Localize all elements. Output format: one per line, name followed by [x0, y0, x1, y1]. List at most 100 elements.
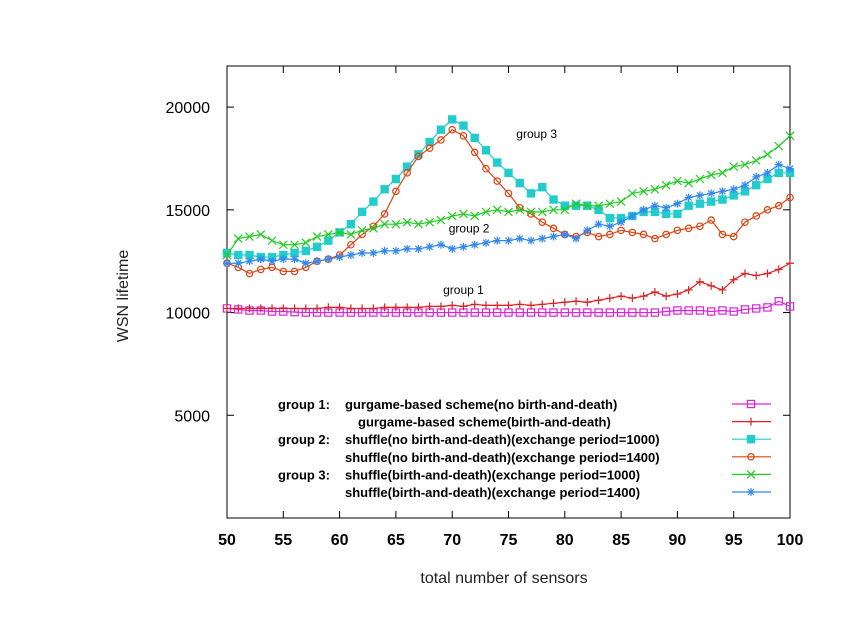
data-point — [752, 304, 761, 313]
y-axis-label: WSN lifetime — [115, 250, 132, 343]
data-point — [594, 201, 604, 211]
data-point — [346, 251, 355, 260]
data-point — [481, 207, 491, 217]
data-point — [718, 168, 727, 178]
data-point — [346, 304, 355, 313]
data-point — [301, 259, 310, 268]
x-tick-label: 55 — [274, 532, 292, 549]
x-axis-label: total number of sensors — [420, 570, 587, 587]
data-point — [358, 304, 367, 313]
data-point — [346, 230, 356, 239]
legend-item: group 1: gurgame-based scheme(no birth-an… — [278, 397, 771, 412]
data-point — [313, 257, 322, 266]
data-point — [774, 201, 783, 210]
data-point — [549, 205, 558, 215]
data-point — [279, 304, 288, 313]
data-point — [358, 230, 366, 239]
data-point — [515, 178, 524, 188]
data-point — [572, 234, 581, 243]
data-point — [459, 132, 468, 140]
data-point — [448, 244, 457, 253]
data-point — [617, 218, 626, 227]
data-point — [425, 137, 434, 147]
data-point — [515, 203, 524, 212]
x-tick-label: 80 — [556, 532, 574, 549]
data-point — [560, 205, 570, 215]
data-point — [706, 170, 716, 180]
data-point — [222, 248, 232, 258]
data-point — [233, 234, 243, 244]
x-tick-label: 85 — [612, 532, 630, 549]
data-point — [684, 285, 693, 294]
data-point — [662, 203, 671, 212]
legend-series-name: gurgame-based scheme(birth-and-death) — [358, 415, 611, 430]
data-point — [594, 296, 603, 305]
data-point — [549, 224, 558, 233]
data-point — [346, 220, 356, 229]
data-point — [279, 250, 288, 260]
data-point — [223, 259, 231, 268]
data-point — [594, 205, 603, 215]
data-point — [538, 183, 547, 192]
data-point — [695, 174, 705, 184]
data-point — [504, 189, 513, 198]
data-point — [234, 304, 243, 313]
data-point — [267, 252, 277, 262]
series-5 — [222, 131, 795, 260]
data-point — [414, 244, 423, 253]
data-point — [335, 253, 344, 262]
data-point — [470, 211, 480, 221]
data-point — [628, 228, 637, 237]
data-point — [729, 191, 738, 200]
data-point — [493, 236, 502, 245]
data-point — [785, 168, 795, 178]
data-point — [673, 226, 682, 235]
data-point — [605, 308, 615, 317]
data-point — [605, 222, 614, 231]
data-point — [245, 304, 254, 313]
data-point — [515, 308, 524, 317]
data-point — [650, 184, 660, 194]
data-point — [616, 213, 626, 223]
data-point — [774, 168, 783, 178]
data-point — [268, 304, 277, 313]
legend-swatch-marker — [746, 435, 756, 444]
legend-item: gurgame-based scheme(birth-and-death) — [358, 415, 771, 430]
data-point — [402, 217, 412, 227]
data-point — [639, 308, 648, 317]
data-point — [729, 307, 738, 316]
data-point — [684, 201, 693, 210]
data-point — [650, 207, 660, 217]
data-point — [347, 240, 355, 249]
data-point — [752, 172, 761, 181]
data-point — [751, 156, 761, 165]
data-point — [470, 240, 479, 249]
legend-series-name: shuffle(birth-and-death)(exchange period… — [345, 485, 640, 500]
data-point — [786, 259, 794, 268]
data-point — [223, 304, 231, 313]
data-point — [470, 148, 479, 157]
data-point — [414, 303, 423, 312]
data-point — [403, 303, 412, 312]
data-point — [571, 201, 581, 210]
data-point — [369, 304, 378, 313]
data-point — [313, 304, 322, 313]
data-point — [369, 222, 378, 231]
data-point — [616, 308, 626, 317]
data-point — [324, 303, 333, 312]
data-point — [493, 301, 502, 310]
data-point — [245, 250, 254, 260]
data-point — [504, 168, 513, 178]
data-point — [222, 250, 232, 260]
data-point — [684, 224, 693, 233]
data-point — [605, 294, 614, 303]
data-point — [616, 197, 626, 207]
legend-series-name: shuffle(birth-and-death)(exchange period… — [345, 467, 640, 482]
data-point — [729, 275, 738, 284]
data-point — [459, 242, 468, 251]
annotation-label: group 2 — [449, 221, 490, 235]
data-point — [290, 240, 299, 250]
data-point — [459, 209, 468, 219]
data-point — [403, 169, 411, 177]
data-point — [661, 180, 671, 190]
